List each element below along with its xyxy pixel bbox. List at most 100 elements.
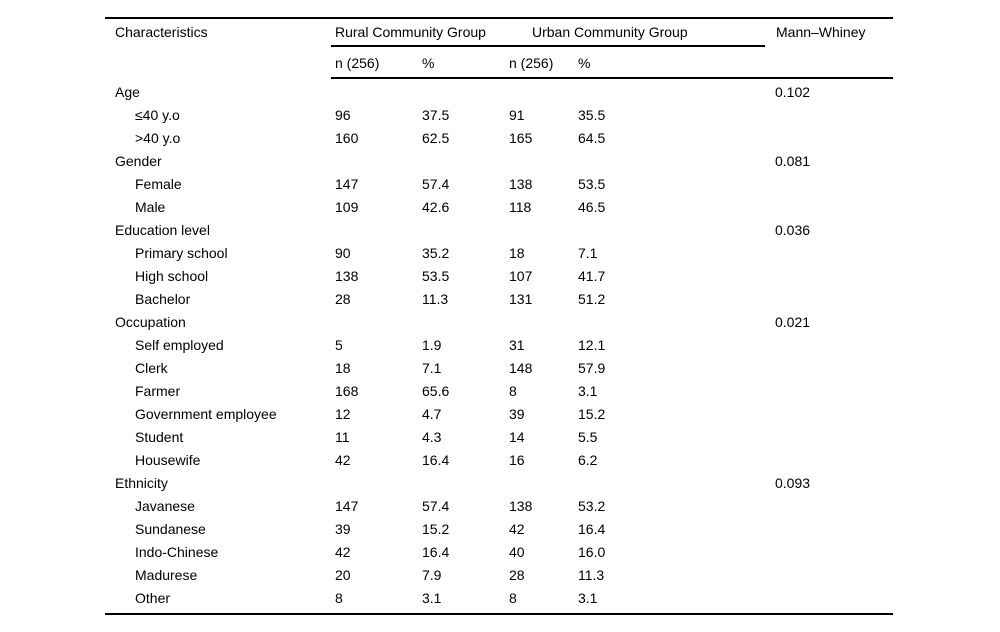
urban-pct-value: 6.2: [578, 452, 598, 468]
rural-pct-value: 16.4: [422, 544, 450, 560]
table-row: Male 109 42.6 118 46.5: [105, 196, 893, 219]
rural-pct-value: 15.2: [422, 521, 450, 537]
rural-n-value: 147: [335, 176, 359, 192]
mann-value: [775, 587, 893, 610]
rural-pct-value: [422, 150, 509, 173]
urban-pct-value: 16.0: [578, 544, 606, 560]
urban-pct-value: 41.7: [578, 268, 606, 284]
mann-value: [775, 449, 893, 472]
urban-n-value: 31: [509, 337, 525, 353]
table-row: >40 y.o 160 62.5 165 64.5: [105, 127, 893, 150]
group-header-rule: [331, 45, 765, 47]
urban-pct-value: 15.2: [578, 406, 606, 422]
rural-n-header: n (256): [335, 55, 380, 71]
urban-n-value: [509, 311, 578, 334]
urban-n-value: [509, 472, 578, 495]
urban-n-value: 91: [509, 107, 525, 123]
table-row: Female 147 57.4 138 53.5: [105, 173, 893, 196]
urban-n-value: [509, 81, 578, 104]
urban-n-value: 8: [509, 590, 517, 606]
mann-value: [775, 288, 893, 311]
urban-n-value: 165: [509, 130, 533, 146]
urban-pct-value: 5.5: [578, 429, 598, 445]
row-label: Madurese: [135, 567, 198, 583]
rural-pct-value: 1.9: [422, 337, 442, 353]
rural-pct-value: 3.1: [422, 590, 442, 606]
rural-n-value: 42: [335, 452, 351, 468]
rural-n-value: [335, 219, 422, 242]
urban-pct-value: 35.5: [578, 107, 606, 123]
mann-value: 0.093: [775, 475, 811, 491]
urban-n-value: 138: [509, 498, 533, 514]
rural-n-value: 18: [335, 360, 351, 376]
urban-pct-value: 51.2: [578, 291, 606, 307]
rural-n-value: 11: [335, 429, 350, 445]
table-row: ≤40 y.o 96 37.5 91 35.5: [105, 104, 893, 127]
rural-n-value: 12: [335, 406, 351, 422]
rural-pct-value: [422, 219, 509, 242]
rural-n-value: 138: [335, 268, 359, 284]
row-label: Housewife: [135, 452, 201, 468]
subheader-row: n (256) % n (256) %: [105, 53, 893, 73]
row-label: Primary school: [135, 245, 228, 261]
row-label: ≤40 y.o: [135, 107, 180, 123]
rural-n-value: [335, 81, 422, 104]
mann-value: [775, 173, 893, 196]
mann-value: [775, 127, 893, 150]
mann-value: [775, 403, 893, 426]
table-row: Age 0.102: [105, 81, 893, 104]
row-label: Education level: [115, 222, 210, 238]
table-row: Madurese 20 7.9 28 11.3: [105, 564, 893, 587]
row-label: Age: [115, 84, 140, 100]
urban-n-value: 42: [509, 521, 525, 537]
row-label: Sundanese: [135, 521, 206, 537]
mann-value: [775, 196, 893, 219]
row-label: Male: [135, 199, 166, 215]
rural-pct-header: %: [422, 55, 435, 71]
mann-value: [775, 265, 893, 288]
row-label: Ethnicity: [115, 475, 168, 491]
row-label: Government employee: [135, 406, 277, 422]
urban-n-value: 39: [509, 406, 525, 422]
urban-pct-value: 11.3: [578, 567, 605, 583]
mann-value: [775, 380, 893, 403]
row-label: Javanese: [135, 498, 195, 514]
table-row: Education level 0.036: [105, 219, 893, 242]
urban-n-value: [509, 150, 578, 173]
rural-n-value: 28: [335, 291, 351, 307]
urban-n-value: [509, 219, 578, 242]
rural-n-value: 90: [335, 245, 351, 261]
row-label: Female: [135, 176, 182, 192]
urban-n-header: n (256): [509, 55, 554, 71]
row-label: High school: [135, 268, 209, 284]
rural-n-value: 147: [335, 498, 359, 514]
urban-pct-value: 46.5: [578, 199, 606, 215]
row-label: Occupation: [115, 314, 186, 330]
mann-value: [775, 564, 893, 587]
rural-pct-value: 37.5: [422, 107, 450, 123]
rural-pct-value: 62.5: [422, 130, 450, 146]
mann-value: [775, 495, 893, 518]
rural-n-value: 42: [335, 544, 351, 560]
urban-pct-value: 53.2: [578, 498, 606, 514]
rural-pct-value: 65.6: [422, 383, 450, 399]
urban-n-value: 8: [509, 383, 517, 399]
rural-n-value: 20: [335, 567, 351, 583]
row-label: >40 y.o: [135, 130, 181, 146]
rural-pct-value: 16.4: [422, 452, 450, 468]
urban-n-value: 28: [509, 567, 525, 583]
table-row: Other 8 3.1 8 3.1: [105, 587, 893, 610]
table-row: Bachelor 28 11.3 131 51.2: [105, 288, 893, 311]
urban-pct-value: [578, 219, 775, 242]
urban-n-value: 107: [509, 268, 533, 284]
rural-pct-value: [422, 311, 509, 334]
table-row: Sundanese 39 15.2 42 16.4: [105, 518, 893, 541]
table-row: Gender 0.081: [105, 150, 893, 173]
urban-n-value: 18: [509, 245, 525, 261]
characteristics-table: Characteristics Rural Community Group Ur…: [105, 17, 893, 617]
rural-pct-value: 53.5: [422, 268, 450, 284]
mann-value: [775, 104, 893, 127]
urban-n-value: 118: [509, 199, 532, 215]
table-top-rule: [105, 17, 893, 19]
rural-n-value: 160: [335, 130, 359, 146]
